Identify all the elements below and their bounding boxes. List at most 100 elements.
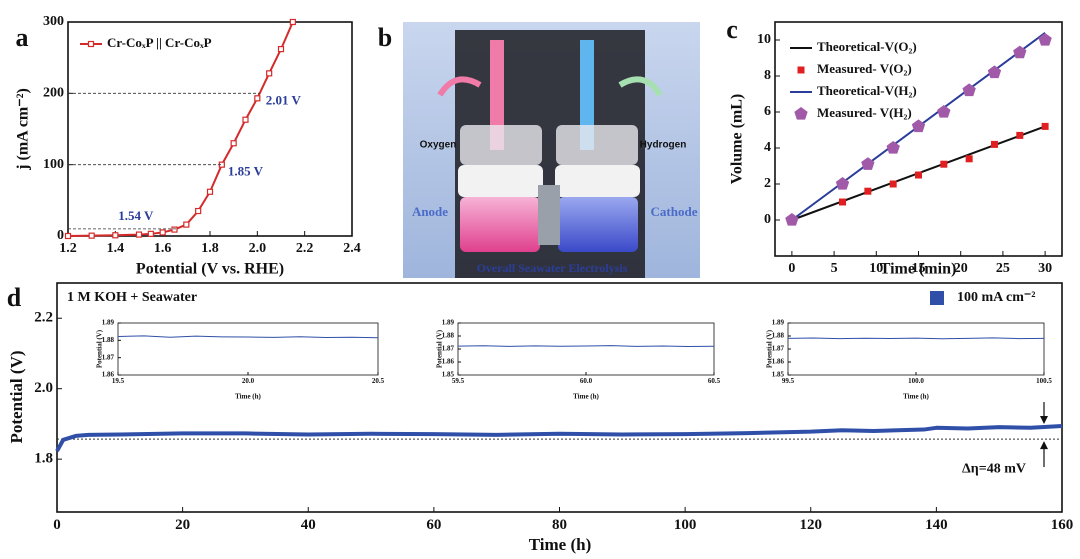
x-tick-label: 60.5	[708, 377, 721, 385]
arrow-head	[1040, 416, 1048, 425]
series-line	[457, 345, 715, 348]
y-tick-label: 8	[764, 68, 771, 83]
cathode-cup	[556, 125, 638, 165]
y-tick-label: 1.85	[772, 371, 785, 379]
x-axis-label: Time (h)	[903, 393, 929, 401]
cathode-lid	[555, 165, 640, 197]
marker	[785, 213, 799, 226]
x-tick-label: 20	[954, 261, 968, 276]
legend-label: Measured- V(H₂)	[817, 105, 912, 120]
y-axis-label: Potential (V)	[766, 329, 774, 368]
marker	[861, 157, 875, 170]
x-tick-label: 2.2	[296, 241, 314, 256]
x-tick-label: 2.4	[343, 241, 361, 256]
x-tick-label: 59.5	[452, 377, 465, 385]
marker	[206, 188, 214, 195]
legend-label: 100 mA cm⁻²	[957, 290, 1035, 305]
x-tick-label: 19.5	[112, 377, 125, 385]
y-tick-label: 2	[764, 176, 771, 191]
anode-beaker	[460, 197, 540, 252]
legend-label: Theoretical-V(O₂)	[817, 39, 917, 54]
marker	[965, 155, 973, 163]
y-tick-label: 1.87	[442, 345, 455, 353]
legend-swatch	[930, 291, 944, 305]
chart: 59.5 60.0 60.5 1.85 1.86 1.87 1.88 1.89 Time (h)…	[436, 319, 721, 401]
x-tick-label: 1.6	[154, 241, 172, 256]
hydrogen-arrow	[618, 76, 663, 97]
marker	[835, 177, 850, 190]
x-tick-label: 100.5	[1036, 377, 1052, 385]
y-tick-label: 1.86	[102, 371, 115, 379]
marker	[171, 226, 178, 233]
marker	[230, 140, 237, 147]
oxygen-arrow	[437, 76, 482, 97]
y-axis-label: j (mA cm⁻²)	[15, 88, 32, 171]
y-tick-label: 4	[764, 140, 771, 155]
annotation-label: 2.01 V	[266, 92, 302, 107]
oxygen-label: Oxygen	[420, 140, 457, 151]
y-tick-label: 6	[764, 104, 771, 119]
marker	[911, 119, 926, 133]
x-tick-label: 30	[1038, 261, 1052, 276]
marker	[797, 66, 805, 74]
y-tick-label: 1.8	[34, 451, 53, 467]
photo-caption: Overall Seawater Electrolysis	[477, 261, 628, 275]
x-tick-label: 40	[301, 517, 316, 533]
marker	[254, 95, 261, 102]
annotation-label: 1.85 V	[228, 164, 264, 179]
y-axis-label: Potential (V)	[96, 329, 104, 368]
x-tick-label: 15	[912, 261, 926, 276]
y-tick-label: 1.88	[442, 332, 455, 340]
marker	[277, 46, 285, 53]
y-tick-label: 1.87	[772, 345, 785, 353]
x-tick-label: 20.5	[372, 377, 385, 385]
anode-tube	[490, 40, 504, 150]
x-tick-label: 60.0	[580, 377, 593, 385]
y-tick-label: 2.2	[34, 310, 53, 326]
annotation-label: 1.54 V	[118, 208, 154, 223]
series-line	[787, 337, 1045, 340]
y-axis-label: Volume (mL)	[729, 94, 746, 185]
panel-label: d	[7, 283, 22, 312]
x-tick-label: 0	[788, 261, 795, 276]
marker	[889, 180, 897, 188]
marker	[135, 231, 143, 238]
chart: 1.2 1.4 1.6 1.8 2.0 2.2 2.4 0 100 200 300 Potential…	[15, 14, 361, 277]
photo-panel: Oxygen Hydrogen Anode Cathode Overall Se…	[378, 22, 700, 278]
series-line	[117, 335, 379, 339]
y-tick-label: 1.86	[772, 358, 785, 366]
marker	[839, 198, 847, 206]
marker	[987, 65, 1002, 79]
anode-cup	[460, 125, 542, 165]
y-tick-label: 2.0	[34, 380, 53, 396]
panel-label: a	[16, 23, 29, 52]
bridge	[538, 185, 560, 245]
marker	[864, 187, 872, 195]
x-tick-label: 100.0	[908, 377, 924, 385]
plot-frame	[117, 322, 379, 376]
marker	[1016, 131, 1024, 139]
marker	[937, 105, 951, 118]
anode-lid	[458, 165, 543, 197]
series-line	[67, 21, 294, 237]
marker	[183, 221, 190, 228]
arrow-head	[1040, 441, 1048, 450]
x-tick-label: 60	[426, 517, 441, 533]
cathode-label: Cathode	[651, 204, 698, 219]
x-tick-label: 100	[674, 517, 697, 533]
panel-label: c	[726, 15, 738, 44]
marker	[147, 230, 154, 237]
x-axis-label: Time (h)	[573, 393, 599, 401]
marker	[289, 18, 296, 26]
plot-frame	[457, 322, 715, 376]
y-tick-label: 300	[43, 14, 64, 29]
x-tick-label: 5	[831, 261, 838, 276]
x-tick-label: 20.0	[242, 377, 255, 385]
y-tick-label: 1.89	[442, 319, 455, 327]
x-tick-label: 25	[996, 261, 1010, 276]
x-tick-label: 120	[800, 517, 823, 533]
cathode-tube	[580, 40, 594, 150]
hydrogen-label: Hydrogen	[640, 140, 687, 151]
marker	[962, 83, 976, 97]
